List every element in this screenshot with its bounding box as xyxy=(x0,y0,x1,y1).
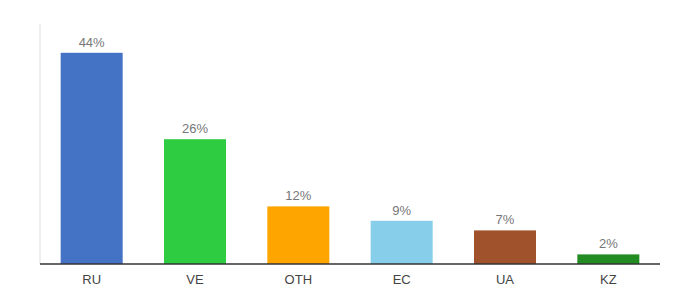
bar xyxy=(61,53,123,264)
data-label: 7% xyxy=(496,212,515,227)
x-tick-label: EC xyxy=(393,272,411,287)
bar xyxy=(164,139,226,264)
data-label: 12% xyxy=(285,188,311,203)
x-axis-line xyxy=(40,263,660,265)
bar xyxy=(474,230,536,264)
bar xyxy=(577,254,639,264)
x-tick-label: UA xyxy=(496,272,514,287)
chart-svg: RU VE OTH EC UA KZ 44% 26% 12% 9% 7% 2% xyxy=(0,0,680,300)
chart-container: RU VE OTH EC UA KZ 44% 26% 12% 9% 7% 2% xyxy=(0,0,680,300)
data-label: 26% xyxy=(182,121,208,136)
x-tick-label: OTH xyxy=(285,272,312,287)
x-tick-label: KZ xyxy=(600,272,617,287)
data-label: 2% xyxy=(599,236,618,251)
bars xyxy=(61,53,640,264)
bar xyxy=(267,206,329,264)
x-tick-label: RU xyxy=(82,272,101,287)
data-label: 44% xyxy=(79,35,105,50)
data-label: 9% xyxy=(392,203,411,218)
x-tick-label: VE xyxy=(186,272,204,287)
y-axis-line xyxy=(40,24,41,264)
bar xyxy=(371,221,433,264)
